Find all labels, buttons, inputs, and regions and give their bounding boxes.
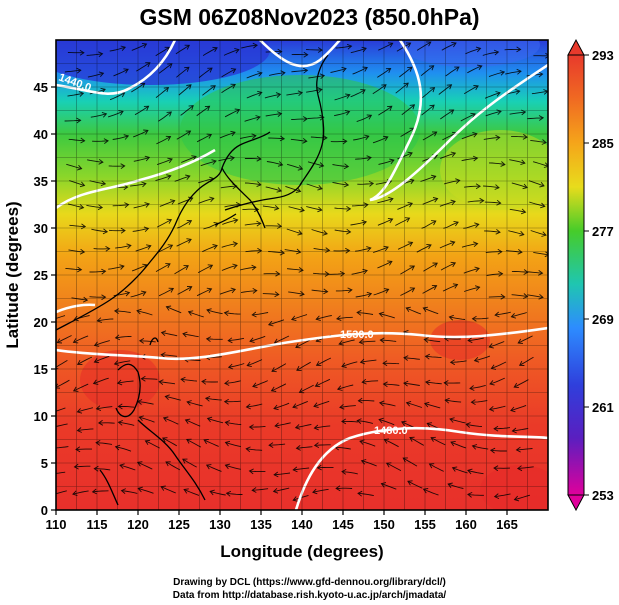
x-tick-label: 110	[46, 517, 67, 532]
colorbar-tick-label: 277	[592, 224, 614, 239]
x-tick-label: 165	[496, 517, 518, 532]
colorbar-tick-label: 269	[592, 312, 614, 327]
x-tick-label: 160	[455, 517, 477, 532]
footer-credit: Drawing by DCL (https://www.gfd-dennou.o…	[173, 577, 446, 588]
footer-source: Data from http://database.rish.kyoto-u.a…	[172, 590, 447, 601]
colorbar-tick-label: 261	[592, 400, 614, 415]
x-tick-label: 150	[373, 517, 395, 532]
x-tick-label: 125	[168, 517, 190, 532]
colorbar-tick-label: 253	[592, 488, 614, 503]
y-tick-label: 20	[34, 315, 48, 330]
coastline	[56, 54, 329, 506]
x-tick-label: 115	[87, 517, 108, 532]
x-tick-label: 140	[291, 517, 313, 532]
x-tick-label: 135	[250, 517, 272, 532]
x-tick-label: 130	[209, 517, 231, 532]
y-tick-label: 35	[34, 174, 48, 189]
colorbar-tick-label: 293	[592, 48, 614, 63]
y-tick-label: 40	[34, 127, 48, 142]
field-details	[56, 40, 548, 510]
colorbar: 293 285 277 269 261 253	[567, 38, 614, 512]
y-tick-label: 10	[34, 409, 48, 424]
y-axis-ticks: 0 5 10 15 20 25 30 35 40 45	[34, 80, 56, 518]
x-tick-label: 155	[414, 517, 436, 532]
y-tick-label: 45	[34, 80, 48, 95]
x-axis-label: Longitude (degrees)	[220, 542, 383, 561]
y-tick-label: 15	[34, 362, 48, 377]
contour-label-1480: 1480.0	[374, 425, 408, 437]
y-tick-label: 0	[41, 503, 48, 518]
colorbar-tick-label: 285	[592, 136, 614, 151]
x-axis-ticks: 110 115 120 125 130 135 140 145 150 155 160 165	[46, 510, 518, 532]
map-title: GSM 06Z08Nov2023 (850.0hPa)	[139, 4, 480, 30]
contour-label-1530: 1530.0	[340, 329, 374, 341]
y-axis-label: Latitude (degrees)	[3, 201, 22, 348]
y-tick-label: 30	[34, 221, 48, 236]
height-contours	[56, 40, 548, 510]
x-tick-label: 120	[127, 517, 149, 532]
y-tick-label: 25	[34, 268, 48, 283]
x-tick-label: 145	[332, 517, 354, 532]
y-tick-label: 5	[41, 456, 48, 471]
graticule	[55, 39, 549, 511]
